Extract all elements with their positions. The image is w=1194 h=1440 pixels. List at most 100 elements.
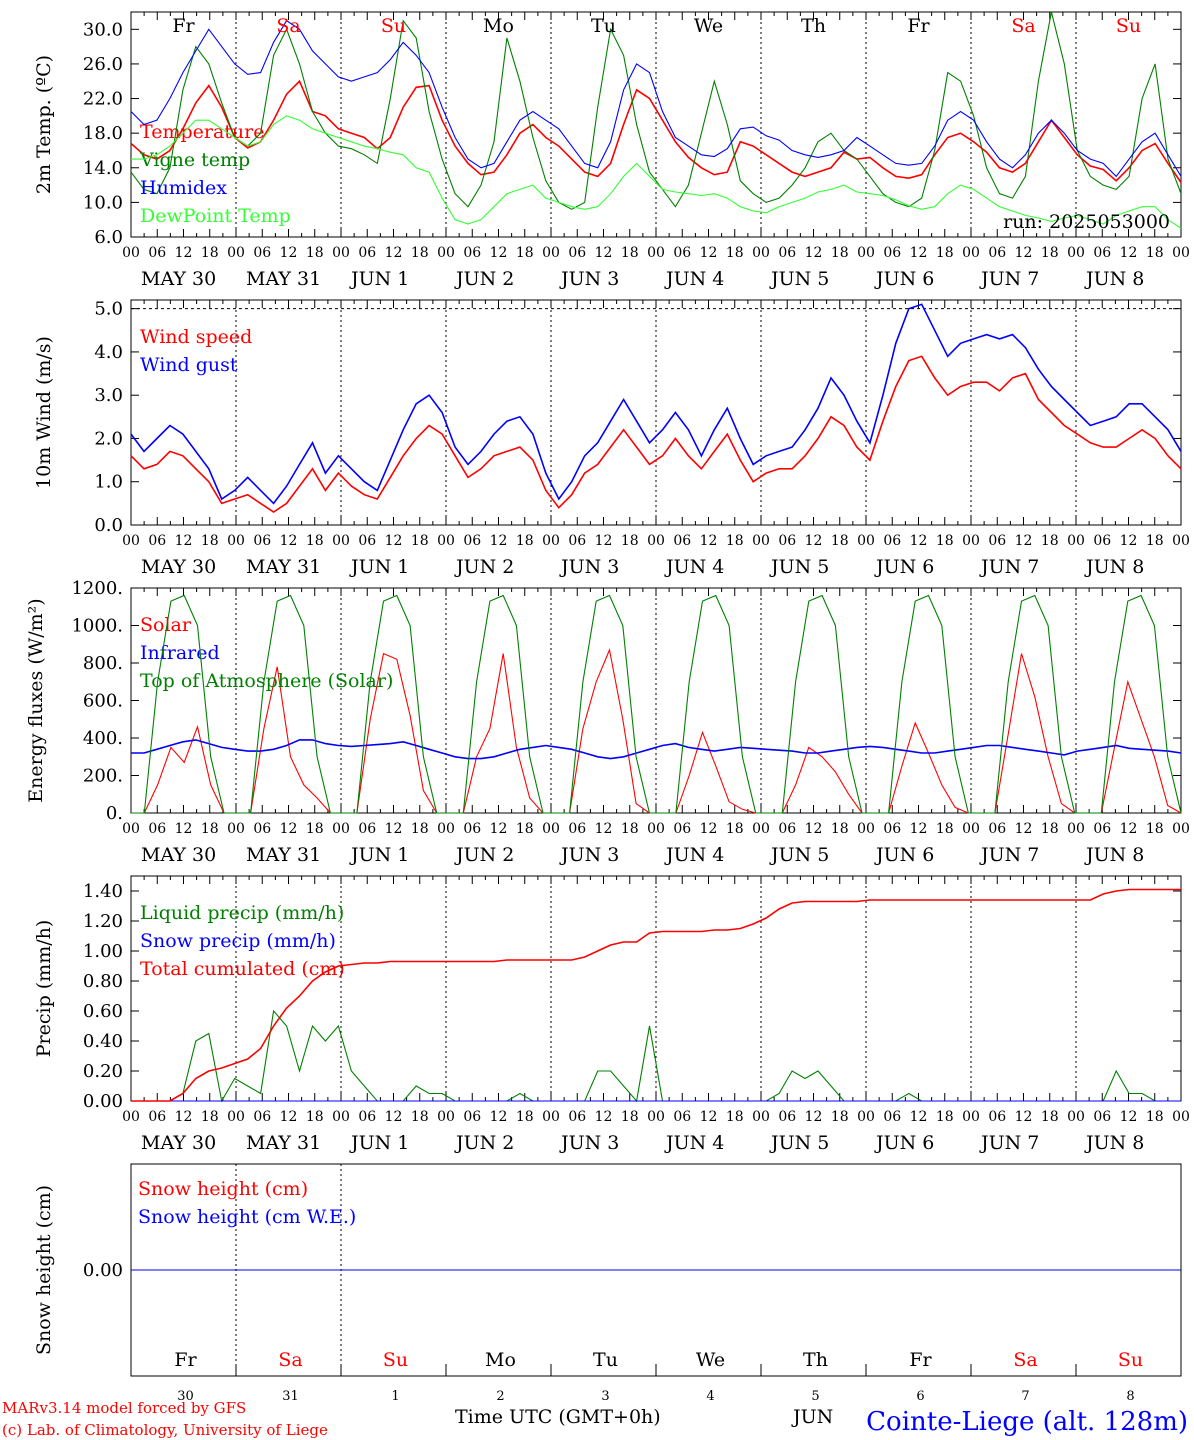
date-label: JUN 3	[559, 556, 619, 578]
run-label: run: 2025053000	[1003, 211, 1170, 233]
hour-tick-label: 12	[1120, 1109, 1138, 1125]
footer-station: Cointe-Liege (alt. 128m)	[866, 1407, 1188, 1437]
hour-tick-label: 00	[332, 821, 350, 837]
hour-tick-label: 12	[490, 245, 508, 261]
hour-tick-label: 12	[595, 533, 613, 549]
y-tick-label: 1200.	[71, 578, 123, 599]
y-axis-label: Energy fluxes (W/m²)	[25, 598, 47, 802]
hour-tick-label: 12	[280, 821, 298, 837]
hour-tick-label: 12	[595, 245, 613, 261]
y-tick-label: 2.0	[94, 428, 123, 449]
date-label: JUN 2	[454, 556, 514, 578]
hour-tick-label: 12	[490, 533, 508, 549]
y-tick-label: 1000.	[71, 616, 123, 637]
date-label: JUN 8	[1084, 268, 1144, 290]
series-line	[130, 79, 1182, 183]
series-line	[131, 115, 1182, 229]
hour-tick-label: 00	[752, 821, 770, 837]
hour-tick-label: 06	[883, 1109, 901, 1125]
hour-tick-label: 00	[647, 245, 665, 261]
series-line	[131, 888, 1181, 1102]
hour-tick-label: 00	[962, 245, 980, 261]
hour-tick-label: 06	[673, 821, 691, 837]
day-name: Sa	[278, 1349, 302, 1371]
hour-tick-label: 18	[936, 533, 954, 549]
hour-tick-label: 18	[306, 533, 324, 549]
hour-tick-label: 18	[201, 1109, 219, 1125]
y-tick-label: 200.	[83, 766, 123, 787]
hour-tick-label: 18	[936, 821, 954, 837]
hour-tick-label: 06	[988, 533, 1006, 549]
series-line	[130, 355, 1182, 513]
hour-tick-label: 00	[542, 245, 560, 261]
hour-tick-label: 12	[490, 1109, 508, 1125]
hour-tick-label: 06	[358, 821, 376, 837]
day-name: Mo	[483, 15, 514, 37]
panel-1: 00 06 12 18 00 06 12 18 00 06 12 18 00 06 12 18 00 06 12 18…	[33, 11, 1190, 290]
hour-tick-label: 00	[122, 245, 140, 261]
y-tick-label: 1.40	[83, 881, 123, 902]
y-tick-label: 18.0	[83, 123, 123, 144]
hour-tick-label: 18	[621, 1109, 639, 1125]
hour-tick-label: 12	[1015, 533, 1033, 549]
y-tick-label: 0.	[106, 803, 123, 824]
hour-tick-label: 06	[778, 245, 796, 261]
legend-entry: DewPoint Temp	[140, 205, 291, 227]
hour-tick-label: 18	[411, 533, 429, 549]
legend-entry: Top of Atmosphere (Solar)	[140, 670, 393, 692]
hour-tick-label: 18	[201, 533, 219, 549]
day-number: 2	[496, 1389, 504, 1404]
hour-tick-label: 00	[857, 821, 875, 837]
date-label: JUN 6	[874, 268, 934, 290]
hour-tick-label: 00	[647, 533, 665, 549]
hour-tick-label: 00	[227, 245, 245, 261]
series-line	[131, 594, 1182, 814]
hour-tick-label: 12	[700, 533, 718, 549]
date-label: JUN 8	[1084, 1132, 1144, 1154]
hour-tick-label: 12	[805, 821, 823, 837]
y-tick-label: 22.0	[83, 89, 123, 110]
hour-tick-label: 18	[831, 821, 849, 837]
date-label: JUN 6	[874, 844, 934, 866]
day-number: 7	[1021, 1389, 1029, 1404]
panel-2: 00 06 12 18 00 06 12 18 00 06 12 18 00 06 12 18 00 06 12 18…	[33, 299, 1190, 578]
hour-tick-label: 18	[306, 821, 324, 837]
hour-tick-label: 06	[778, 1109, 796, 1125]
hour-tick-label: 18	[306, 1109, 324, 1125]
hour-tick-label: 12	[910, 1109, 928, 1125]
date-label: JUN 7	[979, 556, 1039, 578]
hour-tick-label: 00	[542, 821, 560, 837]
hour-tick-label: 00	[437, 533, 455, 549]
hour-tick-label: 06	[778, 821, 796, 837]
hour-tick-label: 06	[988, 1109, 1006, 1125]
day-name: Sa	[1011, 15, 1035, 37]
hour-tick-label: 06	[673, 533, 691, 549]
date-label: JUN 3	[559, 1132, 619, 1154]
footer-model: MARv3.14 model forced by GFS	[2, 1399, 246, 1417]
day-name: Th	[801, 15, 826, 37]
day-number: 1	[391, 1389, 399, 1404]
legend-entry: Infrared	[140, 642, 220, 664]
legend-entry: Liquid precip (mm/h)	[140, 902, 344, 924]
date-label: JUN 2	[454, 268, 514, 290]
day-number: 3	[601, 1389, 609, 1404]
hour-tick-label: 06	[253, 821, 271, 837]
date-label: JUN 4	[664, 1132, 724, 1154]
hour-tick-label: 00	[752, 1109, 770, 1125]
hour-tick-label: 00	[542, 533, 560, 549]
y-tick-label: 3.0	[94, 385, 123, 406]
hour-tick-label: 18	[621, 821, 639, 837]
date-label: JUN 8	[1084, 844, 1144, 866]
hour-tick-label: 06	[148, 533, 166, 549]
hour-tick-label: 06	[148, 821, 166, 837]
date-label: MAY 30	[141, 1132, 216, 1154]
hour-tick-label: 06	[883, 533, 901, 549]
y-tick-label: 0.00	[83, 1091, 123, 1112]
hour-tick-label: 12	[595, 821, 613, 837]
hour-tick-label: 00	[1172, 533, 1190, 549]
y-tick-label: 14.0	[83, 158, 123, 179]
hour-tick-label: 18	[1146, 1109, 1164, 1125]
hour-tick-label: 00	[647, 1109, 665, 1125]
panel-4: 00 06 12 18 00 06 12 18 00 06 12 18 00 06 12 18 00 06 12 18…	[33, 875, 1190, 1154]
